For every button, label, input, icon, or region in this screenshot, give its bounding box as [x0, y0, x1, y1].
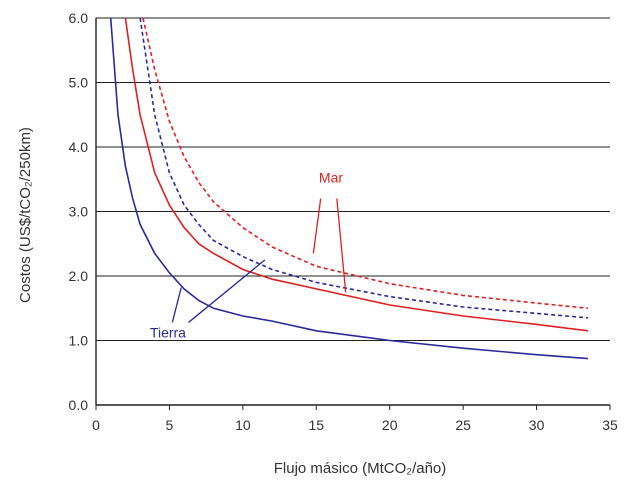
x-tick-label: 5	[166, 417, 174, 433]
x-tick-label: 25	[455, 417, 471, 433]
axes	[95, 18, 611, 410]
annotation-mar: Mar	[319, 169, 343, 185]
x-tick-label: 0	[92, 417, 100, 433]
series-line-tierra-dashed	[139, 17, 589, 319]
y-tick-label: 4.0	[69, 139, 89, 155]
y-tick-label: 5.0	[69, 75, 89, 91]
y-tick-label: 1.0	[69, 333, 89, 349]
x-tick-label: 20	[382, 417, 398, 433]
annotation-tierra: Tierra	[150, 324, 186, 340]
series-lines	[109, 17, 589, 360]
x-axis-title: Flujo másico (MtCO₂/año)	[274, 460, 447, 477]
annotation-arrow-tierra	[171, 287, 182, 323]
y-tick-label: 2.0	[69, 268, 89, 284]
y-tick-label: 6.0	[69, 10, 89, 26]
grid-lines	[96, 17, 610, 342]
annotation-arrow-tierra	[188, 259, 266, 323]
series-line-tierra-solid	[109, 17, 589, 360]
annotations: Mar Tierra	[150, 169, 347, 340]
x-tick-label: 30	[529, 417, 545, 433]
x-tick-label: 15	[308, 417, 324, 433]
x-tick-label: 35	[602, 417, 618, 433]
tick-labels: 0.0 1.0 2.0 3.0 4.0 5.0 6.0 0 5 10 15 20 25 30 35	[69, 10, 618, 433]
y-axis-title: Costos (US$/tCO₂/250km)	[17, 127, 34, 303]
x-tick-label: 10	[235, 417, 251, 433]
y-tick-label: 0.0	[69, 397, 89, 413]
annotation-arrow-mar	[312, 198, 322, 254]
series-line-mar-dashed	[142, 17, 589, 310]
series-line-mar-solid	[124, 17, 589, 332]
y-tick-label: 3.0	[69, 204, 89, 220]
annotation-arrow-mar	[336, 198, 347, 293]
